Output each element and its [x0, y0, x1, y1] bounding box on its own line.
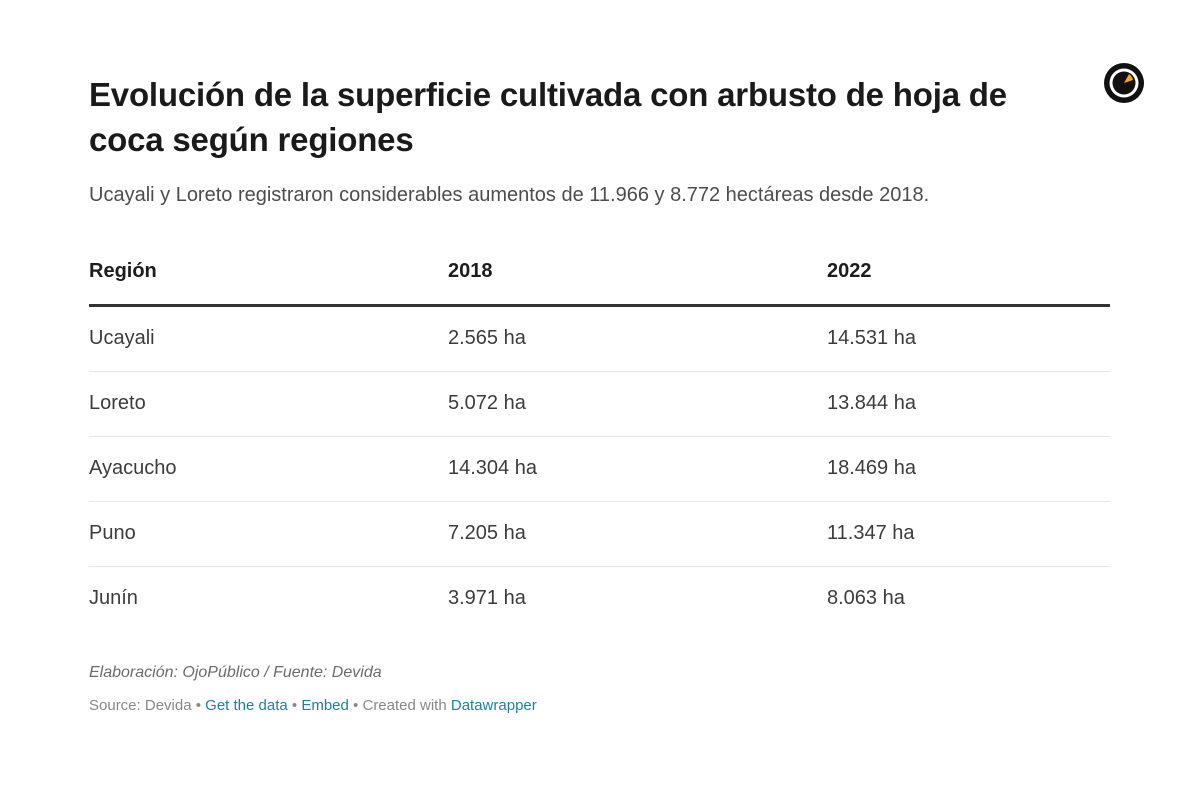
table-cell-2018: 7.205 ha: [448, 522, 526, 544]
get-the-data-link[interactable]: Get the data: [205, 697, 288, 714]
table-cell-2018: 3.971 ha: [448, 587, 526, 609]
footer-created-with: Created with: [362, 697, 447, 714]
data-table: Región 2018 2022 Ucayali 2.565 ha 14.531…: [89, 240, 1110, 631]
table-cell-2022: 18.469 ha: [827, 457, 916, 479]
table-cell-2022: 13.844 ha: [827, 392, 916, 414]
table-cell-2018: 5.072 ha: [448, 392, 526, 414]
chart-subtitle: Ucayali y Loreto registraron considerabl…: [89, 184, 930, 206]
table-cell-region: Junín: [89, 587, 138, 609]
table-cell-region: Ucayali: [89, 327, 155, 349]
table-cell-region: Loreto: [89, 392, 146, 414]
column-header-region[interactable]: Región: [89, 260, 157, 282]
table-row: Ayacucho 14.304 ha 18.469 ha: [89, 437, 1110, 502]
chart-footer: Source: Devida • Get the data • Embed • …: [89, 697, 537, 714]
column-header-2022[interactable]: 2022: [827, 260, 872, 282]
table-cell-2022: 14.531 ha: [827, 327, 916, 349]
footer-separator: •: [353, 697, 359, 714]
footer-separator: •: [195, 697, 201, 714]
source-note: Elaboración: OjoPúblico / Fuente: Devida: [89, 664, 382, 681]
datawrapper-link[interactable]: Datawrapper: [450, 697, 537, 714]
chart-title: Evolución de la superficie cultivada con…: [89, 76, 1007, 158]
table-cell-2022: 11.347 ha: [827, 522, 915, 544]
table-cell-region: Ayacucho: [89, 457, 177, 479]
ojopublico-eye-logo-icon: [1104, 63, 1144, 103]
table-row: Loreto 5.072 ha 13.844 ha: [89, 372, 1110, 437]
table-cell-2018: 2.565 ha: [448, 327, 526, 349]
table-row: Junín 3.971 ha 8.063 ha: [89, 567, 1110, 631]
footer-source: Source: Devida: [89, 697, 192, 714]
table-cell-region: Puno: [89, 522, 136, 544]
footer-separator: •: [291, 697, 298, 714]
table-header: Región 2018 2022: [89, 240, 1110, 307]
column-header-2018[interactable]: 2018: [448, 260, 493, 282]
table-cell-2022: 8.063 ha: [827, 587, 905, 609]
table-cell-2018: 14.304 ha: [448, 457, 537, 479]
embed-link[interactable]: Embed: [301, 697, 349, 714]
table-row: Puno 7.205 ha 11.347 ha: [89, 502, 1110, 567]
table-row: Ucayali 2.565 ha 14.531 ha: [89, 307, 1110, 372]
